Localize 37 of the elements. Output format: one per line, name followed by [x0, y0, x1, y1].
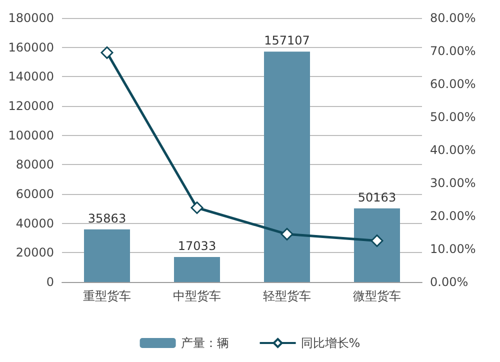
x-tick-label: 轻型货车 — [263, 289, 311, 303]
y-tick-label: 0 — [46, 275, 54, 289]
y-tick-label: 40000 — [16, 216, 54, 230]
y2-tick-label: 30.00% — [430, 176, 476, 190]
data-label: 157107 — [264, 34, 310, 48]
y2-tick-label: 80.00% — [430, 11, 476, 25]
legend-label: 同比增长% — [300, 336, 360, 350]
y-tick-label: 60000 — [16, 187, 54, 201]
y-tick-label: 100000 — [8, 128, 54, 142]
y2-tick-label: 70.00% — [430, 44, 476, 58]
y2-tick-label: 0.00% — [430, 275, 468, 289]
point — [280, 228, 294, 240]
data-label: 35863 — [88, 211, 126, 226]
y-tick-label: 140000 — [8, 70, 54, 84]
bar — [264, 52, 310, 282]
point — [100, 46, 114, 59]
legend-label: 产量：辆 — [180, 336, 229, 350]
y-tick-label: 160000 — [8, 40, 54, 54]
x-tick-label: 微型货车 — [353, 289, 401, 303]
y-tick-label: 180000 — [8, 11, 54, 25]
point — [190, 202, 204, 214]
point — [370, 234, 384, 247]
y2-tick-label: 50.00% — [430, 110, 476, 124]
data-label: 17033 — [178, 239, 216, 254]
y2-tick-label: 60.00% — [430, 77, 476, 91]
bar — [354, 208, 400, 282]
bar — [174, 257, 220, 282]
data-label: 50163 — [358, 190, 396, 204]
y-tick-label: 20000 — [16, 246, 54, 260]
y-tick-label: 120000 — [8, 99, 54, 113]
y2-tick-label: 10.00% — [430, 242, 476, 256]
bar — [84, 229, 130, 282]
y2-tick-label: 40.00% — [430, 143, 476, 157]
x-tick-label: 重型货车 — [83, 289, 131, 303]
y2-tick-label: 20.00% — [430, 209, 476, 223]
x-tick-label: 中型货车 — [173, 289, 221, 303]
y-tick-label: 80000 — [16, 158, 54, 172]
